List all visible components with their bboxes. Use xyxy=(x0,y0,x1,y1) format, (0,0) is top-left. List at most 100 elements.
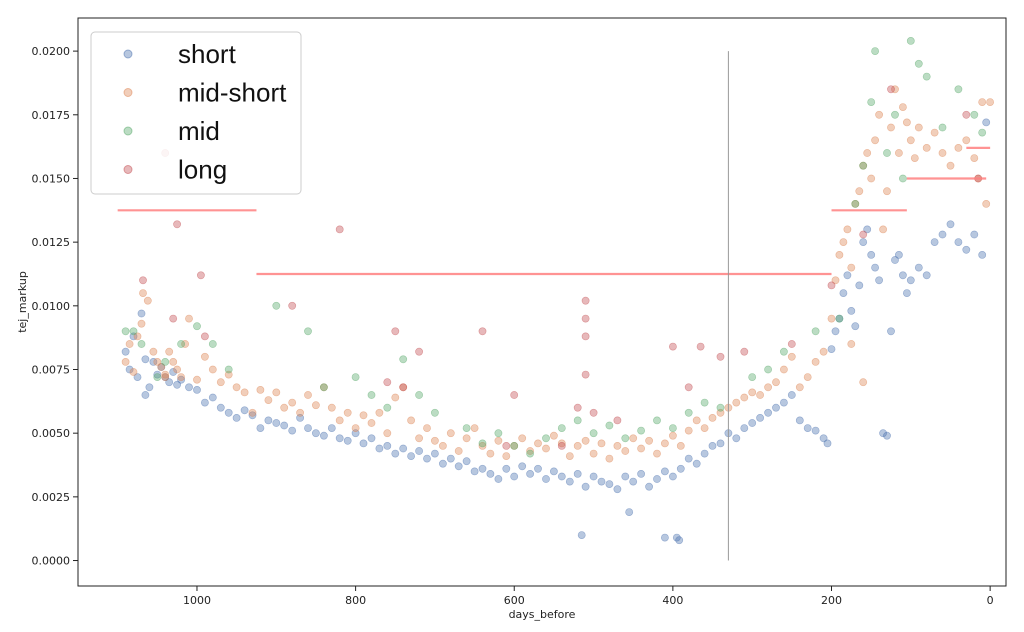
data-point xyxy=(835,314,844,323)
data-point xyxy=(430,408,439,417)
data-point xyxy=(383,429,392,438)
data-point xyxy=(938,123,947,132)
data-point xyxy=(903,289,911,297)
data-point xyxy=(153,370,162,379)
data-point xyxy=(867,98,876,106)
data-point xyxy=(859,238,868,246)
data-point xyxy=(510,472,519,481)
data-point xyxy=(399,355,408,364)
data-point xyxy=(811,327,820,336)
data-point xyxy=(534,439,542,448)
data-point xyxy=(391,327,400,336)
data-point xyxy=(895,149,903,157)
data-point xyxy=(847,306,856,315)
data-point xyxy=(502,452,511,460)
data-point xyxy=(248,411,257,420)
data-point xyxy=(534,464,542,473)
data-point xyxy=(629,434,638,443)
data-point xyxy=(264,416,273,425)
data-point xyxy=(803,424,812,432)
data-point xyxy=(200,352,209,361)
data-point xyxy=(700,398,709,407)
legend-box xyxy=(90,31,302,195)
legend-label: long xyxy=(178,155,227,185)
data-point xyxy=(304,391,312,399)
data-point xyxy=(589,472,598,481)
data-point xyxy=(922,72,931,81)
data-point xyxy=(288,398,297,407)
data-point xyxy=(823,439,832,448)
data-point xyxy=(811,357,820,366)
data-point xyxy=(756,413,764,422)
data-point xyxy=(669,342,677,351)
data-point xyxy=(470,467,479,476)
y-tick-label: 0.0125 xyxy=(32,236,71,249)
data-point xyxy=(573,403,582,412)
data-point xyxy=(605,421,614,430)
data-point xyxy=(121,327,130,336)
data-point xyxy=(621,434,630,443)
data-point xyxy=(351,424,360,432)
data-point xyxy=(407,416,415,425)
data-point xyxy=(288,301,297,310)
data-point xyxy=(803,373,812,381)
data-point xyxy=(684,426,693,435)
data-point xyxy=(883,431,891,440)
data-point xyxy=(143,296,152,305)
data-point xyxy=(478,441,487,450)
data-point xyxy=(669,431,677,440)
data-point xyxy=(153,357,162,366)
data-point xyxy=(581,436,590,445)
data-point xyxy=(637,469,645,478)
data-point xyxy=(573,416,582,425)
data-point xyxy=(692,459,701,468)
data-point xyxy=(288,426,297,435)
data-point xyxy=(121,347,130,356)
data-point xyxy=(510,391,519,399)
data-point xyxy=(351,373,360,381)
data-point xyxy=(827,281,836,290)
data-point xyxy=(462,434,471,443)
data-point xyxy=(149,347,158,356)
data-point xyxy=(296,408,304,417)
data-point xyxy=(518,434,527,443)
data-point xyxy=(272,388,281,397)
data-point xyxy=(470,424,479,432)
data-point xyxy=(383,403,392,412)
data-point xyxy=(319,383,328,392)
data-point xyxy=(589,408,598,417)
data-point xyxy=(922,271,931,280)
data-point xyxy=(232,383,241,392)
data-point xyxy=(661,467,669,476)
data-point xyxy=(550,467,558,476)
y-tick-label: 0.0050 xyxy=(32,427,71,440)
data-point xyxy=(173,380,181,389)
data-point xyxy=(675,536,684,545)
legend: short mid-short mid long xyxy=(90,31,302,195)
data-point xyxy=(835,250,844,259)
data-point xyxy=(129,327,138,336)
data-point xyxy=(272,301,281,310)
y-tick-label: 0.0100 xyxy=(32,300,71,313)
data-point xyxy=(208,340,217,348)
x-tick-label: 0 xyxy=(987,594,994,607)
data-point xyxy=(930,238,939,246)
data-point xyxy=(827,345,836,353)
data-point xyxy=(859,161,868,170)
data-point xyxy=(962,110,971,119)
data-point xyxy=(879,225,887,234)
data-point xyxy=(137,319,146,328)
data-point xyxy=(415,391,423,399)
data-point xyxy=(177,373,185,381)
data-point xyxy=(661,533,669,542)
data-point xyxy=(653,475,661,483)
y-axis-label: tej_markup xyxy=(16,271,29,333)
data-point xyxy=(764,365,772,374)
data-point xyxy=(557,439,566,448)
data-point xyxy=(859,230,868,239)
data-point xyxy=(573,441,582,450)
data-point xyxy=(173,365,181,374)
data-point xyxy=(772,378,780,387)
data-point xyxy=(895,250,903,259)
y-tick-label: 0.0175 xyxy=(32,109,71,122)
